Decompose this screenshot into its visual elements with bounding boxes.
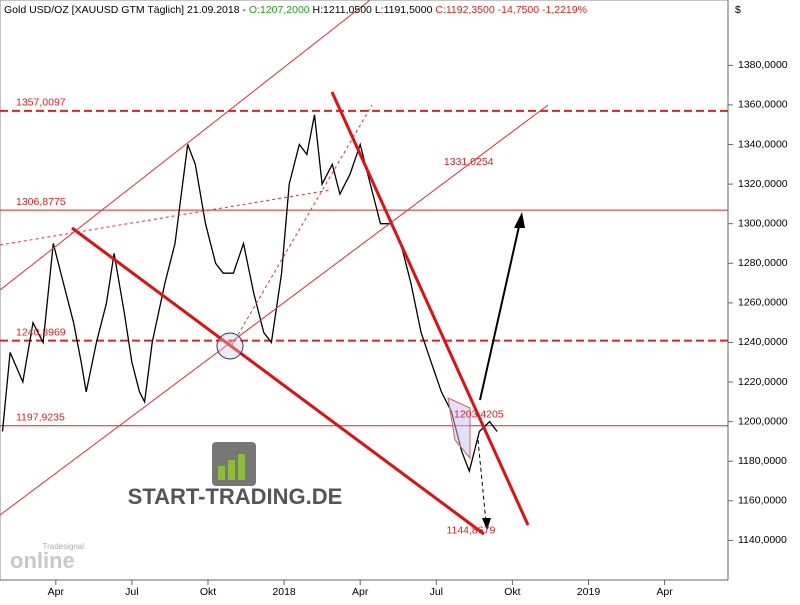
y-tick-label: 1260,0000 xyxy=(738,297,788,309)
currency: $ xyxy=(735,4,741,16)
y-tick-label: 1180,0000 xyxy=(738,455,787,467)
watermark-text: START-TRADING.DE xyxy=(128,484,343,509)
x-tick-label: Okt xyxy=(200,586,216,598)
header-part: H:1211,0500 L:1191,5000 xyxy=(310,4,436,16)
annotation: 1203,4205 xyxy=(454,409,504,421)
level-label: 1197,9235 xyxy=(16,412,65,424)
y-tick-label: 1380,0000 xyxy=(738,59,788,71)
x-tick-label: Okt xyxy=(504,586,520,598)
y-tick-label: 1140,0000 xyxy=(738,534,787,546)
arrow-head xyxy=(514,212,525,228)
x-tick-label: 2018 xyxy=(272,586,296,598)
channel-line xyxy=(0,189,331,246)
channel-line xyxy=(0,0,371,291)
resistance-line xyxy=(330,91,530,526)
icon-bar xyxy=(238,454,245,480)
channel-line xyxy=(0,104,549,516)
support-line xyxy=(71,226,485,536)
icon-bar xyxy=(218,466,225,480)
trend-lines xyxy=(0,0,549,536)
level-label: 1240,8969 xyxy=(16,326,66,338)
y-axis-panel xyxy=(728,0,800,600)
y-tick-label: 1220,0000 xyxy=(738,376,788,388)
y-tick-label: 1300,0000 xyxy=(738,217,788,229)
highlight-circle xyxy=(216,332,244,360)
annotation: 1331,0254 xyxy=(444,156,494,168)
x-tick-label: Apr xyxy=(656,586,673,598)
y-tick-label: 1340,0000 xyxy=(738,138,788,150)
x-tick-label: Apr xyxy=(352,586,369,598)
annotation: 1144,8679 xyxy=(446,525,495,537)
arrow-head xyxy=(482,518,491,530)
icon-bar xyxy=(228,460,235,480)
channel-line xyxy=(231,104,373,346)
x-tick-label: 2019 xyxy=(577,586,601,598)
level-label: 1306,8775 xyxy=(16,196,66,208)
header-part: C:1192,3500 -14,7500 -1,2219% xyxy=(435,4,587,16)
y-tick-label: 1200,0000 xyxy=(738,415,788,427)
plot-area xyxy=(0,0,729,581)
logo-sub: Tradesignal xyxy=(42,542,84,551)
y-tick-label: 1280,0000 xyxy=(738,257,788,269)
x-tick-label: Jul xyxy=(430,586,443,598)
x-tick-label: Apr xyxy=(48,586,65,598)
level-label: 1357,0097 xyxy=(16,97,66,109)
arrow-up xyxy=(479,221,521,401)
header-part: O:1207,2000 xyxy=(249,4,310,16)
header-part: Gold USD/OZ [XAUUSD GTM Täglich] 21.09.2… xyxy=(4,4,249,16)
x-tick-label: Jul xyxy=(125,586,138,598)
y-tick-label: 1360,0000 xyxy=(738,99,788,111)
logo: online xyxy=(10,548,75,573)
triangle-pattern xyxy=(447,397,471,460)
y-tick-label: 1160,0000 xyxy=(738,495,787,507)
y-tick-label: 1240,0000 xyxy=(738,336,788,348)
y-tick-label: 1320,0000 xyxy=(738,178,788,190)
price-line xyxy=(1,114,498,474)
header: Gold USD/OZ [XAUUSD GTM Täglich] 21.09.2… xyxy=(4,4,587,16)
watermark: START-TRADING.DE Tradesignal online xyxy=(10,442,342,573)
